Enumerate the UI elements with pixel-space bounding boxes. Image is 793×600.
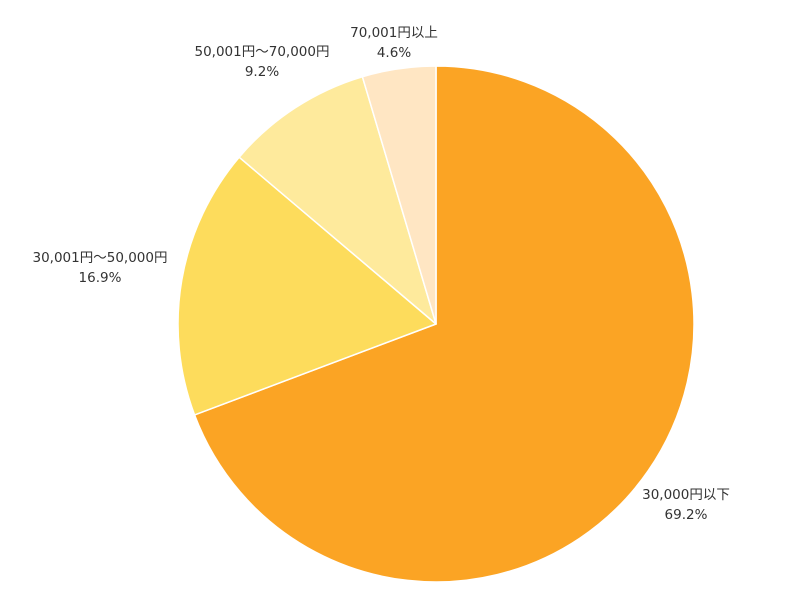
pie-slice-3 <box>238 75 437 325</box>
slice-category-label-4: 70,001円以上 <box>350 25 438 41</box>
slice-category-label-3: 50,001円〜70,000円 <box>195 44 330 60</box>
slice-percent-label-4: 4.6% <box>377 45 411 61</box>
slice-category-label-2: 30,001円〜50,000円 <box>33 250 168 266</box>
slice-label-group-1: 30,000円以下 69.2% <box>642 487 730 523</box>
slice-label-group-3: 50,001円〜70,000円 9.2% <box>195 44 330 80</box>
pie-slice-4 <box>361 65 437 325</box>
pie-slice-1 <box>193 65 695 583</box>
slice-label-group-2: 30,001円〜50,000円 16.9% <box>33 250 168 286</box>
slice-label-group-4: 70,001円以上 4.6% <box>350 25 438 61</box>
slice-percent-label-2: 16.9% <box>79 270 122 286</box>
pie-slice-2 <box>177 156 437 416</box>
slice-category-label-1: 30,000円以下 <box>642 487 730 503</box>
slice-percent-label-1: 69.2% <box>665 507 708 523</box>
slice-percent-label-3: 9.2% <box>245 64 279 80</box>
